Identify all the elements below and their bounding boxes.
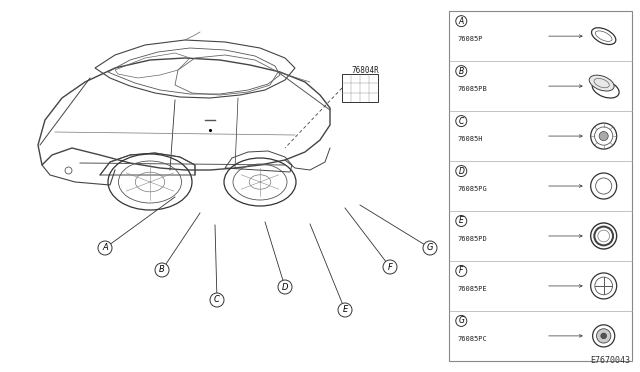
Text: 76085H: 76085H bbox=[457, 136, 483, 142]
Circle shape bbox=[599, 132, 608, 141]
Text: D: D bbox=[282, 282, 288, 292]
Text: 76085PC: 76085PC bbox=[457, 336, 487, 342]
Circle shape bbox=[456, 116, 467, 126]
Text: D: D bbox=[458, 167, 464, 176]
Circle shape bbox=[456, 166, 467, 177]
Circle shape bbox=[155, 263, 169, 277]
Text: 76804R: 76804R bbox=[352, 66, 380, 75]
Text: G: G bbox=[458, 317, 464, 326]
Text: E: E bbox=[459, 217, 464, 225]
Text: A: A bbox=[102, 244, 108, 253]
Circle shape bbox=[210, 293, 224, 307]
Text: C: C bbox=[214, 295, 220, 305]
Circle shape bbox=[456, 16, 467, 27]
Circle shape bbox=[456, 65, 467, 77]
Text: 76085P: 76085P bbox=[457, 36, 483, 42]
Text: 76085PE: 76085PE bbox=[457, 286, 487, 292]
Circle shape bbox=[456, 215, 467, 227]
Circle shape bbox=[423, 241, 437, 255]
Text: G: G bbox=[427, 244, 433, 253]
Text: 76085PB: 76085PB bbox=[457, 86, 487, 92]
Circle shape bbox=[596, 329, 611, 343]
Bar bbox=[342, 74, 378, 102]
Circle shape bbox=[383, 260, 397, 274]
Text: A: A bbox=[459, 17, 464, 26]
Text: F: F bbox=[388, 263, 392, 272]
Text: C: C bbox=[459, 116, 464, 126]
Text: B: B bbox=[459, 67, 464, 76]
Circle shape bbox=[338, 303, 352, 317]
Text: B: B bbox=[159, 266, 165, 275]
Ellipse shape bbox=[589, 75, 614, 91]
Circle shape bbox=[601, 333, 607, 339]
Circle shape bbox=[278, 280, 292, 294]
Text: E7670043: E7670043 bbox=[590, 356, 630, 365]
Text: 76085PG: 76085PG bbox=[457, 186, 487, 192]
Text: E: E bbox=[342, 305, 348, 314]
Text: 76085PD: 76085PD bbox=[457, 236, 487, 242]
Bar bbox=[449, 11, 632, 361]
Circle shape bbox=[456, 315, 467, 326]
Circle shape bbox=[98, 241, 112, 255]
Text: F: F bbox=[459, 266, 463, 275]
Circle shape bbox=[456, 266, 467, 276]
